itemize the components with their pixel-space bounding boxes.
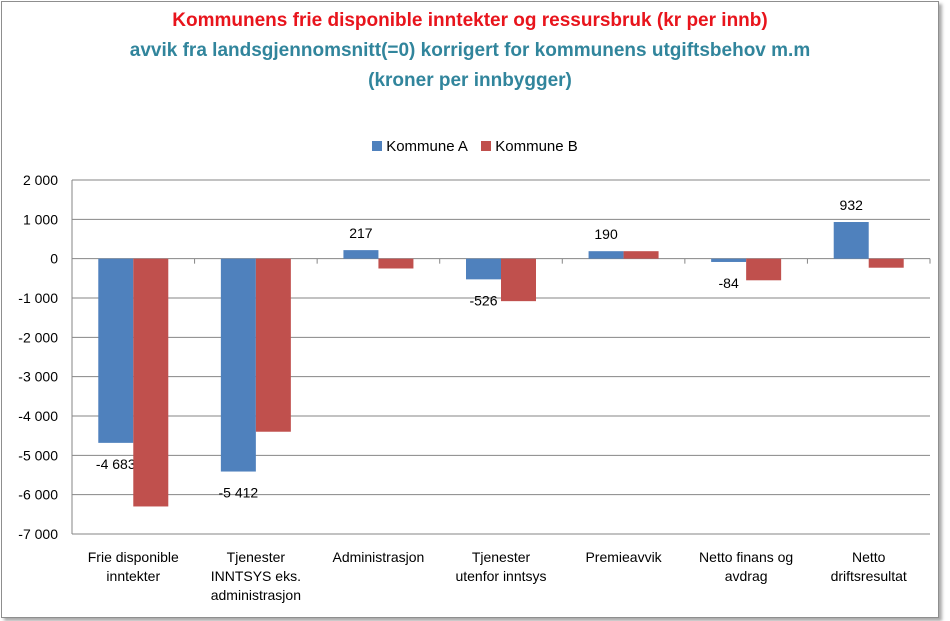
- bar-kommune-a: [220, 258, 256, 472]
- y-tick-label: -3 000: [18, 369, 58, 385]
- y-tick-label: 2 000: [23, 172, 58, 188]
- x-tick-label: avdrag: [725, 568, 768, 584]
- x-tick-label: Netto finans og: [699, 549, 793, 565]
- x-tick-label: driftsresultat: [831, 568, 907, 584]
- x-tick-label: Administrasjon: [333, 549, 425, 565]
- bar-kommune-b: [378, 258, 414, 269]
- bar-kommune-b: [868, 258, 904, 268]
- x-tick-label: Tjenester: [472, 549, 531, 565]
- x-tick-label: administrasjon: [211, 587, 301, 603]
- bar-kommune-b: [501, 258, 536, 302]
- chart-subtitle-1: avvik fra landsgjennomsnitt(=0) korriger…: [129, 40, 811, 61]
- bar-kommune-a: [343, 250, 379, 259]
- x-tick-label: utenfor inntsys: [455, 568, 546, 584]
- data-label: 190: [594, 226, 618, 242]
- x-tick-label: Frie disponible: [88, 549, 179, 565]
- bar-kommune-a: [711, 258, 747, 262]
- bar-kommune-b: [133, 258, 169, 507]
- x-tick-label: inntekter: [106, 568, 160, 584]
- bar-kommune-a: [588, 251, 624, 259]
- legend-label-b: Kommune B: [495, 138, 578, 155]
- data-label: -526: [469, 292, 497, 308]
- chart-title: Kommunens frie disponible inntekter og r…: [172, 10, 768, 31]
- data-label: 217: [349, 225, 373, 241]
- bar-kommune-b: [746, 258, 782, 281]
- y-tick-label: 0: [50, 251, 58, 267]
- legend: Kommune A Kommune B: [0, 138, 940, 155]
- bar-kommune-b: [255, 258, 291, 432]
- y-tick-label: 1 000: [23, 211, 58, 227]
- y-tick-label: -4 000: [18, 408, 58, 424]
- y-tick-label: -1 000: [18, 290, 58, 306]
- y-tick-label: -6 000: [18, 487, 58, 503]
- x-tick-label: Premieavvik: [585, 549, 662, 565]
- bar-kommune-a: [833, 222, 869, 259]
- data-label: -5 412: [219, 485, 259, 501]
- legend-swatch-a: [372, 141, 383, 151]
- bar-kommune-b: [623, 251, 659, 259]
- x-tick-label: INNTSYS eks.: [211, 568, 301, 584]
- data-label: 932: [840, 197, 864, 213]
- x-tick-label: Netto: [852, 549, 886, 565]
- y-tick-label: -7 000: [18, 526, 58, 542]
- data-label: -4 683: [96, 456, 136, 472]
- bar-kommune-a: [98, 258, 134, 443]
- bar-kommune-a: [466, 258, 501, 280]
- data-label: -84: [719, 275, 739, 291]
- legend-label-a: Kommune A: [386, 138, 468, 155]
- y-tick-label: -2 000: [18, 329, 58, 345]
- chart-subtitle-2: (kroner per innbygger): [368, 70, 572, 91]
- x-tick-label: Tjenester: [227, 549, 286, 565]
- legend-swatch-b: [481, 141, 492, 151]
- y-tick-label: -5 000: [18, 447, 58, 463]
